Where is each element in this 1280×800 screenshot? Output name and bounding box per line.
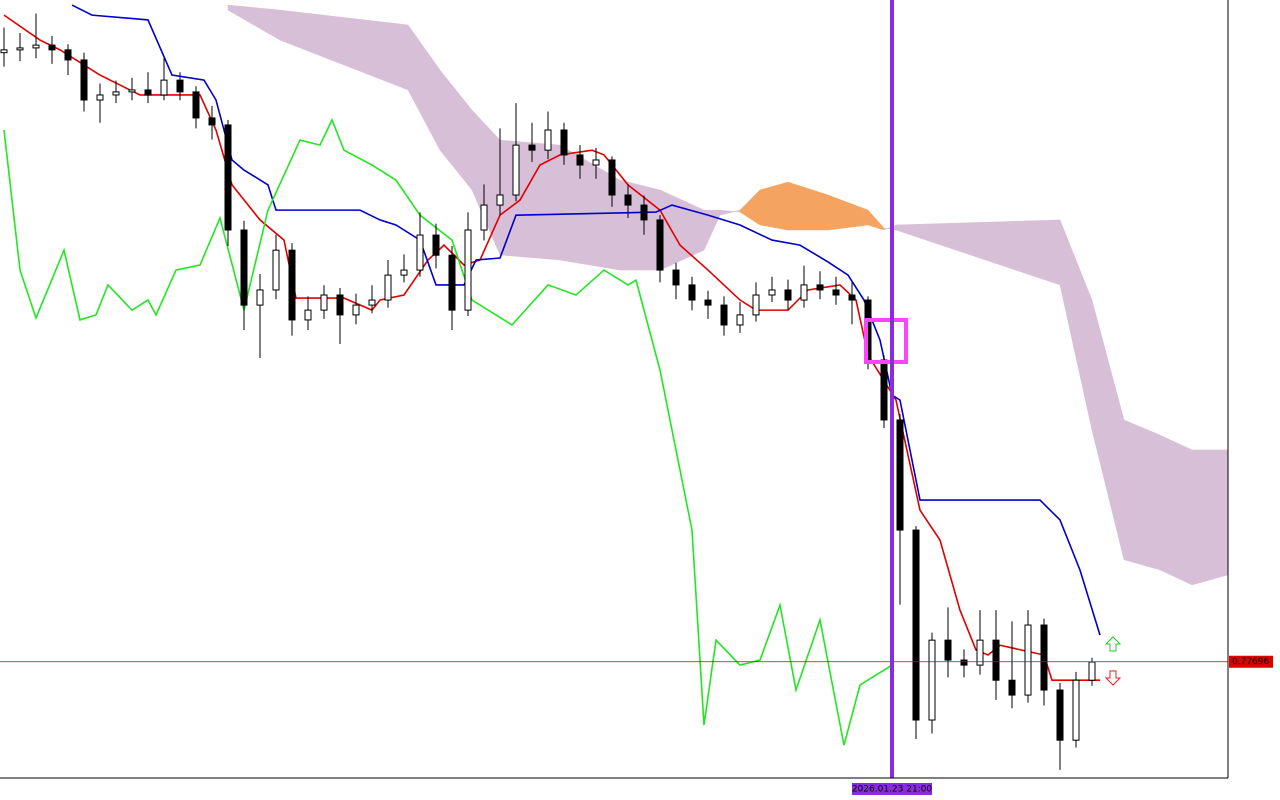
cloud-segment [1123, 419, 1161, 571]
candle-body [544, 129, 552, 151]
candle-body [928, 639, 936, 721]
price-label: 0.77696 [1232, 657, 1269, 667]
candle-body [656, 219, 664, 271]
candle-body [176, 79, 184, 93]
candle-body [752, 294, 760, 316]
candle-body [480, 204, 488, 231]
buy-arrow[interactable] [1104, 636, 1122, 652]
candle-body [0, 49, 8, 54]
candle-body [880, 359, 888, 421]
candle-body [1072, 679, 1080, 741]
candle-body [432, 234, 440, 256]
candle-body [288, 249, 296, 321]
candle-body [1008, 679, 1016, 696]
cloud-segment [1191, 449, 1229, 586]
candle-body [336, 294, 344, 316]
candle-body [720, 304, 728, 326]
candle-body [16, 47, 24, 51]
candle-body [640, 204, 648, 221]
indicator-line [3, 117, 893, 746]
cloud-segment [499, 139, 561, 261]
candle-body [704, 299, 712, 306]
candle-body [912, 529, 920, 721]
candle-body [80, 59, 88, 101]
highlight-box [864, 318, 908, 364]
axes-labels: 0.77696 2026.01.23 21:00 [852, 655, 1273, 795]
candle-body [960, 659, 968, 666]
cloud [227, 4, 1229, 586]
candle-body [832, 289, 840, 296]
candle-body [240, 229, 248, 306]
candle-body [96, 94, 104, 101]
candle-body [1024, 624, 1032, 696]
candle-body [448, 254, 456, 311]
candle-body [768, 289, 776, 296]
candle-body [512, 144, 520, 196]
candle-body [1088, 661, 1096, 681]
candle-body [416, 234, 424, 271]
candle-body [272, 249, 280, 291]
candle-body [400, 269, 408, 276]
candle-body [496, 194, 504, 206]
candle-body [576, 154, 584, 166]
candle-body [64, 49, 72, 61]
candle-body [1056, 689, 1064, 741]
cloud-segment [1159, 434, 1193, 586]
candle-body [528, 144, 536, 151]
candle-body [384, 274, 392, 301]
indicator-line [3, 14, 1100, 682]
cloud-segment [759, 181, 789, 231]
candle-body [256, 289, 264, 306]
candle-body [896, 419, 904, 531]
candle-body [992, 639, 1000, 681]
candle-body [144, 89, 152, 96]
candle-body [688, 284, 696, 301]
candle-body [368, 299, 376, 306]
candles [0, 13, 1096, 770]
candle-body [32, 44, 40, 49]
candle-body [800, 284, 808, 301]
candle-body [224, 124, 232, 231]
candle-body [848, 294, 856, 301]
candle-body [128, 89, 136, 93]
candle-body [736, 314, 744, 326]
cursor-label-box [852, 783, 932, 795]
candle-body [320, 294, 328, 311]
candle-body [304, 309, 312, 321]
candle-body [976, 639, 984, 666]
candle-body [464, 229, 472, 311]
overlay [0, 0, 1228, 778]
candle-body [608, 159, 616, 196]
candle-body [624, 194, 632, 206]
candle-body [160, 79, 168, 96]
candle-body [112, 91, 120, 96]
candle-body [192, 91, 200, 119]
sell-arrow[interactable] [1104, 670, 1122, 686]
candle-body [784, 289, 792, 301]
candle-body [672, 269, 680, 286]
cursor-label: 2026.01.23 21:00 [852, 785, 933, 795]
candle-body [592, 159, 600, 166]
candle-body [352, 304, 360, 316]
candle-body [944, 639, 952, 661]
candle-body [48, 44, 56, 51]
candle-body [1040, 624, 1048, 691]
candle-body [560, 129, 568, 156]
candle-body [816, 284, 824, 291]
candle-body [208, 117, 216, 126]
price-label-box [1229, 655, 1273, 668]
